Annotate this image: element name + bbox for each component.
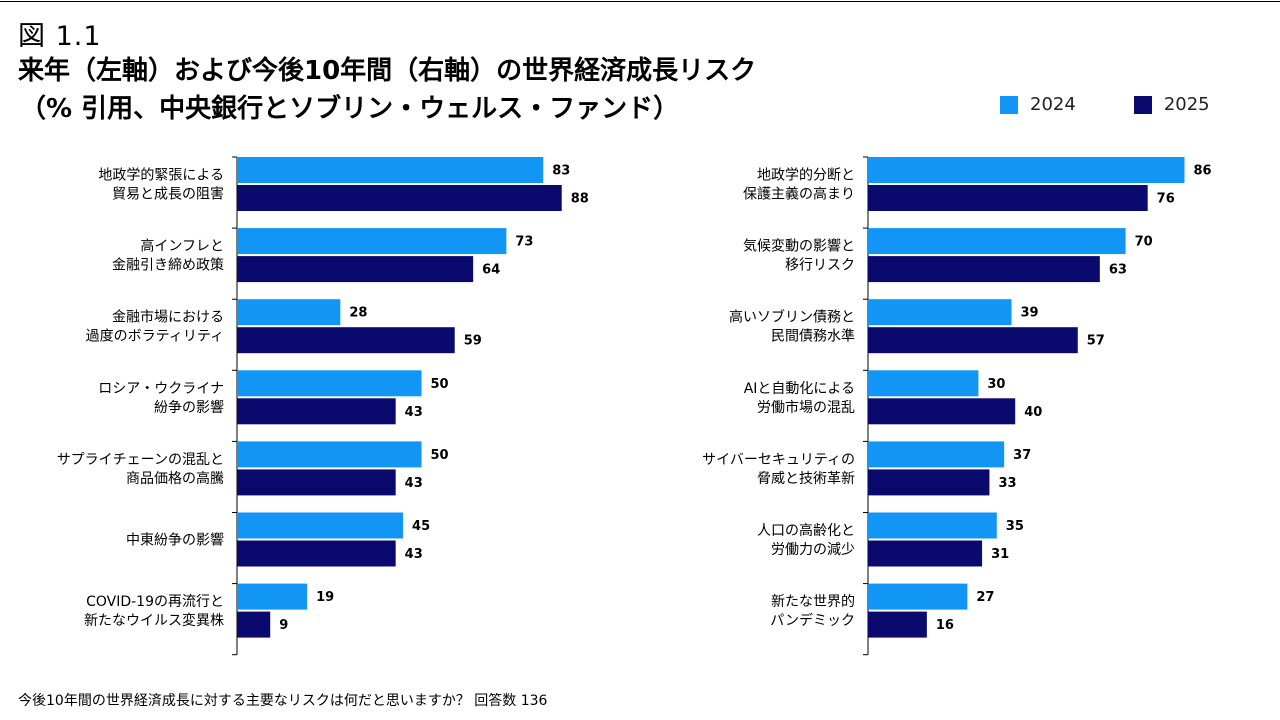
next-decade-value-label-2024: 70	[1135, 235, 1153, 250]
next-decade-category-label: サイバーセキュリティの	[702, 452, 855, 468]
next-decade-bar-2025	[868, 469, 990, 496]
next-decade-bar-2024	[868, 370, 979, 397]
next-year-category-label: COVID-19の再流行と	[86, 594, 224, 610]
next-decade-value-label-2024: 39	[1021, 306, 1039, 321]
next-decade-category-label: 移行リスク	[785, 258, 855, 274]
next-year-value-label-2024: 73	[515, 235, 533, 250]
next-year-category-label: 地政学的緊張による	[98, 168, 224, 184]
next-year-bar-2025	[237, 185, 562, 211]
next-decade-value-label-2024: 27	[976, 590, 994, 605]
next-decade-category-label: 新たな世界的	[771, 594, 855, 610]
next-decade-value-label-2025: 40	[1024, 405, 1042, 420]
next-year-bar-2025	[237, 469, 396, 496]
next-year-category-label: 高インフレと	[140, 238, 224, 255]
legend-label-2024: 2024	[1030, 94, 1076, 115]
next-decade-bar-2025	[868, 327, 1078, 354]
next-year-value-label-2025: 43	[405, 547, 423, 562]
next-year-category-label: ロシア・ウクライナ	[98, 381, 224, 397]
next-year-category-label: 過度のボラティリティ	[86, 329, 224, 345]
legend: 2024 2025	[1000, 94, 1210, 115]
next-year-value-label-2025: 43	[405, 405, 423, 420]
next-decade-bar-2025	[868, 540, 983, 567]
next-decade-category-label: 地政学的分断と	[757, 168, 855, 184]
next-year-category-label: 新たなウイルス変異株	[84, 612, 224, 629]
legend-label-2025: 2025	[1163, 94, 1210, 115]
next-decade-value-label-2025: 76	[1157, 192, 1175, 207]
next-year-value-label-2024: 45	[412, 519, 430, 534]
next-decade-category-label: AIと自動化による	[744, 381, 855, 397]
next-decade-category-label: 民間債務水準	[771, 329, 855, 345]
next-decade-category-label: 労働市場の混乱	[757, 399, 855, 416]
next-year-bar-2024	[237, 370, 422, 397]
next-year-bar-2024	[237, 228, 507, 255]
next-decade-bar-2024	[868, 299, 1012, 326]
next-year-bar-2025	[237, 611, 271, 638]
next-decade-bar-2024	[868, 228, 1126, 255]
next-year-value-label-2024: 19	[316, 590, 334, 605]
chart-title: 来年（左軸）および今後10年間（右軸）の世界経済成長リスク （% 引用、中央銀行…	[18, 52, 756, 128]
next-year-value-label-2025: 64	[482, 263, 500, 278]
next-year-bar-2025	[237, 540, 396, 567]
next-year-value-label-2025: 9	[279, 618, 288, 633]
next-year-bar-2024	[237, 299, 341, 326]
next-decade-category-label: 労働力の減少	[771, 541, 855, 558]
next-decade-category-label: 保護主義の高まり	[743, 186, 855, 203]
next-year-bar-2024	[237, 441, 422, 468]
next-year-value-label-2024: 83	[552, 164, 570, 179]
next-year-category-label: 金融市場における	[112, 309, 224, 326]
next-year-category-label: 商品価格の高騰	[126, 470, 224, 487]
next-year-category-label: サプライチェーンの混乱と	[57, 452, 224, 468]
next-year-category-label: 中東紛争の影響	[126, 532, 224, 549]
next-year-value-label-2025: 59	[464, 334, 482, 349]
next-decade-bar-2024	[868, 583, 968, 610]
next-year-category-label: 貿易と成長の阻害	[112, 187, 224, 203]
next-decade-bar-2024	[868, 512, 997, 539]
next-decade-bar-2024	[868, 157, 1185, 183]
next-year-bar-2025	[237, 327, 455, 354]
next-decade-category-label: パンデミック	[770, 612, 855, 629]
next-year-bar-2025	[237, 398, 396, 425]
next-year-bar-2024	[237, 583, 308, 610]
next-year-value-label-2025: 43	[405, 476, 423, 491]
next-year-value-label-2024: 28	[349, 306, 367, 321]
next-year-bar-2024	[237, 512, 404, 539]
next-decade-value-label-2025: 57	[1087, 334, 1105, 349]
footnote: 今後10年間の世界経済成長に対する主要なリスクは何だと思いますか？ 回答数 13…	[18, 693, 548, 709]
next-decade-category-label: 高いソブリン債務と	[729, 309, 855, 326]
title-line-1: 来年（左軸）および今後10年間（右軸）の世界経済成長リスク	[18, 56, 757, 86]
next-decade-value-label-2024: 37	[1013, 448, 1031, 463]
legend-item-2024: 2024	[1000, 94, 1076, 115]
next-year-bar-2025	[237, 256, 474, 283]
next-decade-bar-2024	[868, 441, 1005, 468]
next-decade-value-label-2024: 30	[987, 377, 1005, 392]
next-decade-category-label: 脅威と技術革新	[757, 471, 855, 487]
next-decade-value-label-2024: 35	[1006, 519, 1024, 534]
legend-swatch-2025	[1133, 95, 1152, 114]
next-decade-value-label-2025: 33	[998, 476, 1016, 491]
next-year-category-label: 金融引き締め政策	[112, 257, 224, 274]
top-rule	[0, 1, 1280, 2]
legend-item-2025: 2025	[1133, 94, 1210, 115]
next-decade-value-label-2025: 63	[1109, 263, 1127, 278]
next-decade-category-label: 人口の高齢化と	[757, 522, 855, 539]
next-year-value-label-2024: 50	[431, 448, 449, 463]
next-year-bar-2024	[237, 157, 544, 183]
legend-swatch-2024	[1000, 95, 1018, 114]
next-decade-value-label-2025: 31	[991, 547, 1009, 562]
title-line-2: （% 引用、中央銀行とソブリン・ウェルス・ファンド）	[20, 94, 680, 124]
next-year-value-label-2024: 50	[431, 377, 449, 392]
next-decade-bar-2025	[868, 611, 927, 638]
next-decade-bar-2025	[868, 398, 1016, 425]
next-decade-value-label-2024: 86	[1193, 164, 1211, 179]
next-year-category-label: 紛争の影響	[154, 399, 224, 416]
next-year-value-label-2025: 88	[571, 192, 589, 207]
next-decade-bar-2025	[868, 185, 1148, 211]
next-decade-bar-2025	[868, 256, 1100, 283]
next-decade-value-label-2025: 16	[936, 618, 954, 633]
next-decade-category-label: 気候変動の影響と	[743, 238, 855, 255]
figure-label: 図 1.1	[18, 21, 102, 52]
